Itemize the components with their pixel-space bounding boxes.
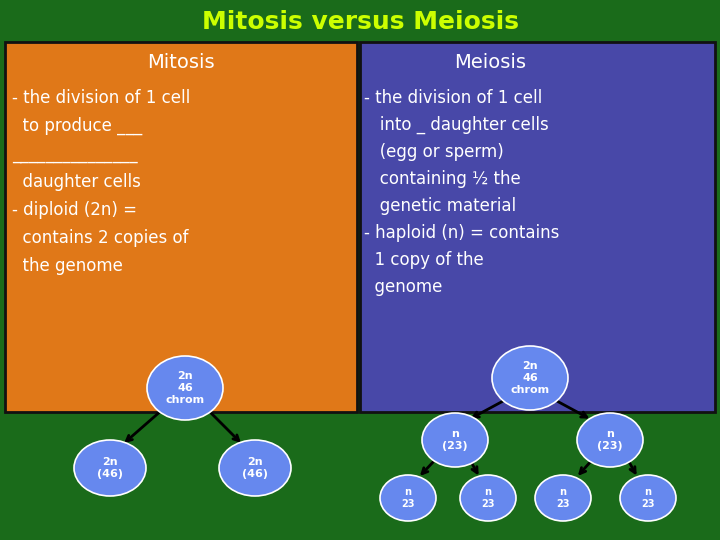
Text: (egg or sperm): (egg or sperm) [364,143,504,161]
Ellipse shape [460,475,516,521]
Ellipse shape [422,413,488,467]
Text: containing ½ the: containing ½ the [364,170,521,188]
Text: - the division of 1 cell: - the division of 1 cell [12,89,190,107]
Text: the genome: the genome [12,257,123,275]
Ellipse shape [535,475,591,521]
Text: n
23: n 23 [481,487,495,509]
Text: n
23: n 23 [642,487,654,509]
Ellipse shape [492,346,568,410]
Text: genome: genome [364,278,442,296]
Text: n
(23): n (23) [597,429,623,451]
Text: 2n
(46): 2n (46) [242,457,268,479]
Text: Meiosis: Meiosis [454,52,526,71]
Ellipse shape [620,475,676,521]
Text: - haploid (n) = contains: - haploid (n) = contains [364,224,559,242]
Text: daughter cells: daughter cells [12,173,141,191]
Text: - diploid (2n) =: - diploid (2n) = [12,201,137,219]
Text: n
23: n 23 [401,487,415,509]
Bar [360,42,715,412]
Text: n
(23): n (23) [442,429,468,451]
Ellipse shape [74,440,146,496]
Text: contains 2 copies of: contains 2 copies of [12,229,189,247]
Text: 2n
(46): 2n (46) [97,457,123,479]
Text: 2n
46
chrom: 2n 46 chrom [166,372,204,404]
Text: genetic material: genetic material [364,197,516,215]
Text: 1 copy of the: 1 copy of the [364,251,484,269]
Bar [5,42,357,412]
Text: into _ daughter cells: into _ daughter cells [364,116,549,134]
Text: Mitosis: Mitosis [147,52,215,71]
Text: n
23: n 23 [557,487,570,509]
Text: 2n
46
chrom: 2n 46 chrom [510,361,549,395]
Ellipse shape [219,440,291,496]
Text: _______________: _______________ [12,145,138,163]
Text: - the division of 1 cell: - the division of 1 cell [364,89,542,107]
Ellipse shape [380,475,436,521]
Text: to produce ___: to produce ___ [12,117,143,135]
Ellipse shape [147,356,223,420]
Text: Mitosis versus Meiosis: Mitosis versus Meiosis [202,10,518,34]
Ellipse shape [577,413,643,467]
